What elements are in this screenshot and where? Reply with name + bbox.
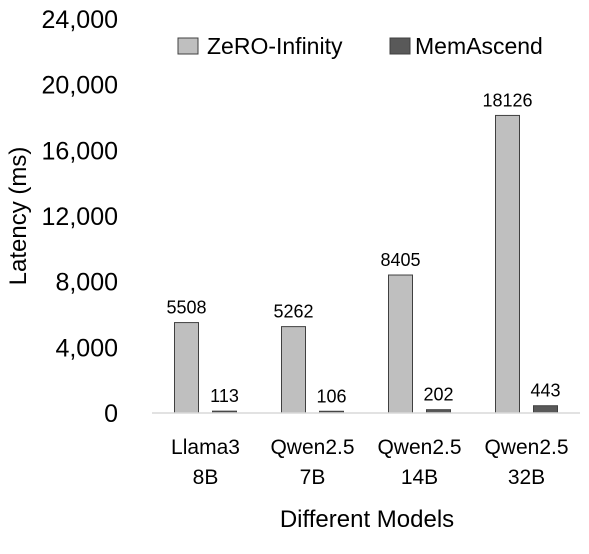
bar-zero-infinity	[495, 114, 520, 414]
x-category-label: 7B	[300, 466, 326, 489]
bars	[174, 114, 558, 414]
y-axis-title: Latency (ms)	[5, 147, 32, 286]
legend-label: MemAscend	[415, 33, 543, 59]
x-category-label: 32B	[508, 466, 545, 489]
data-label: 106	[316, 386, 346, 406]
data-label: 5262	[273, 302, 313, 322]
x-category-label: Llama3	[171, 436, 240, 459]
y-tick-label: 12,000	[42, 203, 118, 231]
data-label: 18126	[482, 90, 532, 110]
x-category-label: 14B	[401, 466, 438, 489]
x-category-label: Qwen2.5	[377, 436, 461, 459]
data-labels: 5508 113 5262 106 8405 202 18126 443	[166, 90, 560, 406]
x-axis-title: Different Models	[280, 506, 454, 533]
legend-swatch-memascend	[389, 37, 411, 55]
bar-zero-infinity	[388, 274, 413, 414]
y-tick-label: 0	[104, 400, 118, 428]
x-category-label: Qwen2.5	[270, 436, 354, 459]
x-category-label: Qwen2.5	[484, 436, 568, 459]
y-tick-label: 8,000	[55, 269, 118, 297]
data-label: 443	[530, 381, 560, 401]
legend: ZeRO-Infinity MemAscend	[177, 33, 543, 59]
y-tick-label: 4,000	[55, 334, 118, 362]
data-label: 8405	[380, 250, 420, 270]
y-tick-label: 20,000	[42, 72, 118, 100]
x-axis-category-labels: Llama3 8B Qwen2.5 7B Qwen2.5 14B Qwen2.5 32B	[171, 436, 568, 489]
y-tick-label: 24,000	[42, 6, 118, 34]
bar-memascend	[533, 405, 558, 414]
legend-swatch-zero-infinity	[177, 37, 199, 55]
data-label: 5508	[166, 298, 206, 318]
legend-label: ZeRO-Infinity	[207, 33, 343, 59]
data-label: 202	[423, 385, 453, 405]
y-axis-ticks: 0 4,000 8,000 12,000 16,000 20,000 24,000	[42, 6, 118, 428]
bar-zero-infinity	[174, 322, 199, 414]
x-category-label: 8B	[193, 466, 219, 489]
data-label: 113	[210, 386, 239, 406]
y-tick-label: 16,000	[42, 137, 118, 165]
bar-zero-infinity	[281, 326, 306, 414]
